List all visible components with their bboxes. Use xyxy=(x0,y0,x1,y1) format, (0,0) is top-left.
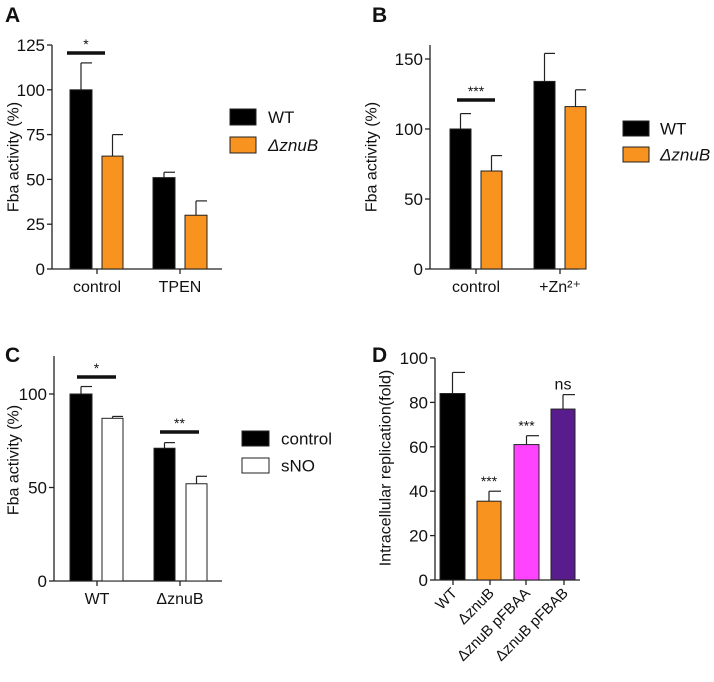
y-tick-label: 125 xyxy=(17,36,45,55)
legend-label: control xyxy=(281,430,332,449)
x-tick-label: WT xyxy=(432,585,461,614)
legend-label: ΔznuB xyxy=(659,146,710,165)
y-tick-label: 50 xyxy=(404,190,423,209)
bar-wt xyxy=(533,80,556,270)
y-tick-label: 150 xyxy=(395,50,423,69)
y-tick-label: 50 xyxy=(28,479,47,498)
panel-d: D 0 20 40 60 80 100 Intracellular replication(f… xyxy=(372,344,580,665)
panel-a: A 0 25 50 75 100 125 Fba activity (%) WT ΔznuB con… xyxy=(5,4,318,296)
bar-sno xyxy=(185,483,208,582)
bar-znub xyxy=(184,214,208,270)
y-tick-label: 60 xyxy=(409,438,428,457)
panel-label: B xyxy=(372,4,387,27)
y-axis-label: Fba activity (%) xyxy=(364,102,381,212)
legend-swatch xyxy=(622,146,650,163)
y-tick-label: 50 xyxy=(26,170,45,189)
significance-label: *** xyxy=(468,83,485,99)
bar-wt xyxy=(152,177,176,270)
y-tick-label: 75 xyxy=(26,126,45,145)
bar-znub xyxy=(564,106,587,270)
bar xyxy=(476,500,502,581)
bar-control xyxy=(69,393,93,582)
bar xyxy=(513,444,540,581)
y-tick-label: 100 xyxy=(19,385,47,404)
legend-label: ΔznuB xyxy=(267,136,318,155)
bar-znub xyxy=(480,170,503,270)
bar-znub xyxy=(101,155,124,270)
y-tick-label: 0 xyxy=(419,571,428,590)
significance-label: * xyxy=(83,36,89,52)
y-tick-label: 100 xyxy=(395,120,423,139)
panel-b: B 0 50 100 150 Fba activity (%) WT ΔznuB control… xyxy=(364,4,711,296)
y-tick-label: 0 xyxy=(38,572,47,591)
y-tick-label: 100 xyxy=(17,81,45,100)
legend-swatch xyxy=(229,108,257,126)
y-tick-label: 100 xyxy=(400,349,428,368)
bar xyxy=(550,408,576,581)
y-tick-label: 0 xyxy=(36,260,45,279)
panel-label: C xyxy=(5,344,20,367)
panel-label: A xyxy=(5,4,20,27)
x-tick-label: +Zn²⁺ xyxy=(539,279,581,296)
legend-swatch xyxy=(241,430,270,447)
bar xyxy=(439,393,466,581)
x-tick-label: WT xyxy=(85,591,110,608)
legend-swatch xyxy=(229,136,257,154)
y-tick-label: 40 xyxy=(409,482,428,501)
legend-swatch xyxy=(622,120,650,137)
y-tick-label: 25 xyxy=(26,215,45,234)
significance-label: *** xyxy=(481,473,498,489)
y-tick-label: 20 xyxy=(409,527,428,546)
significance-label: *** xyxy=(518,418,535,434)
significance-label: * xyxy=(94,360,100,376)
bar-wt xyxy=(69,89,93,270)
legend-label: WT xyxy=(268,108,294,127)
legend-label: sNO xyxy=(281,457,315,476)
x-tick-label: control xyxy=(452,279,500,296)
y-axis-label: Fba activity (%) xyxy=(6,102,23,212)
panel-label: D xyxy=(372,344,387,367)
x-tick-label: ΔznuB xyxy=(156,591,203,608)
y-tick-label: 0 xyxy=(414,260,423,279)
bar-wt xyxy=(449,128,472,270)
y-axis-label: Intracellular replication(fold) xyxy=(378,370,395,567)
x-tick-label: control xyxy=(73,279,121,296)
significance-label: ns xyxy=(555,377,572,394)
legend-swatch xyxy=(241,457,270,474)
legend-label: WT xyxy=(660,120,686,139)
significance-label: ** xyxy=(174,415,185,431)
x-tick-label: TPEN xyxy=(159,279,202,296)
y-axis-label: Fba activity (%) xyxy=(6,405,23,515)
y-tick-label: 80 xyxy=(409,393,428,412)
bar-sno xyxy=(101,417,124,582)
bar-control xyxy=(153,447,176,582)
